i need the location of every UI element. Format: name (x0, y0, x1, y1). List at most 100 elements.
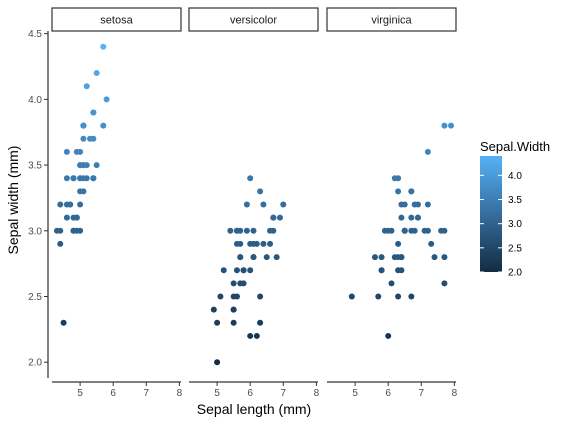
facet-strip (188, 7, 319, 32)
data-point (57, 227, 64, 234)
data-point (257, 319, 264, 326)
data-point (267, 240, 274, 247)
data-point (424, 201, 431, 208)
y-tick-label: 3.0 (28, 226, 42, 237)
data-point (395, 254, 402, 261)
data-point (395, 188, 402, 195)
x-tick-label: 8 (452, 388, 458, 399)
data-point (214, 319, 221, 326)
x-tick-label: 7 (280, 388, 286, 399)
data-point (77, 227, 84, 234)
data-point (230, 280, 237, 287)
data-point (270, 214, 277, 221)
data-point (263, 254, 270, 261)
data-point (375, 293, 382, 300)
data-point (227, 227, 234, 234)
data-point (398, 214, 405, 221)
color-legend: Sepal.Width 2.0 2.5 3.0 3.5 4.0 (480, 139, 550, 279)
data-point (381, 227, 388, 234)
data-point (348, 293, 355, 300)
data-point (378, 267, 385, 274)
data-point (408, 188, 415, 195)
y-tick-label: 2.5 (28, 292, 42, 303)
data-point (378, 254, 385, 261)
data-point (247, 240, 254, 247)
data-point (247, 332, 254, 339)
y-tick-label: 4.5 (28, 29, 42, 40)
x-axis-title: Sepal length (mm) (197, 401, 311, 417)
facet-panels: setosa 5 6 7 8 versicolor 5 6 7 8 virginica 5 6 7 8 (51, 7, 458, 399)
y-axis: 2.0 2.5 3.0 3.5 4.0 4.5 (28, 29, 49, 378)
data-point (257, 293, 264, 300)
data-point (220, 267, 227, 274)
data-point (63, 214, 70, 221)
data-point (431, 254, 438, 261)
data-point (63, 201, 70, 208)
data-point (243, 201, 250, 208)
data-point (424, 227, 431, 234)
legend-colorbar (480, 156, 502, 272)
data-point (87, 135, 94, 142)
data-point (217, 293, 224, 300)
data-point (414, 214, 421, 221)
facet-strip (326, 7, 457, 32)
y-tick-label: 2.0 (28, 358, 42, 369)
x-tick-label: 8 (177, 388, 183, 399)
data-point (391, 175, 398, 182)
data-point (237, 240, 244, 247)
facet-strip-label: setosa (100, 15, 133, 27)
data-point (77, 162, 84, 169)
data-point (240, 280, 247, 287)
data-point (408, 293, 415, 300)
data-point (388, 280, 395, 287)
data-point (230, 306, 237, 313)
data-point (250, 227, 257, 234)
data-point (63, 148, 70, 155)
data-point (253, 332, 260, 339)
data-point (103, 96, 110, 103)
data-point (270, 227, 277, 234)
data-point (210, 306, 217, 313)
data-point (398, 201, 405, 208)
y-tick-label: 4.0 (28, 95, 42, 106)
facet-strip-label: versicolor (230, 15, 277, 27)
data-point (237, 227, 244, 234)
data-point (276, 214, 283, 221)
x-tick-label: 6 (385, 388, 391, 399)
data-point (441, 254, 448, 261)
data-point (77, 188, 84, 195)
data-point (80, 135, 87, 142)
facet-strip-label: virginica (371, 15, 412, 27)
data-point (237, 254, 244, 261)
data-point (395, 293, 402, 300)
x-tick-label: 6 (110, 388, 116, 399)
facet-panel-versicolor: versicolor 5 6 7 8 (188, 7, 320, 399)
data-point (230, 293, 237, 300)
data-point (401, 227, 408, 234)
data-point (57, 240, 64, 247)
data-point (214, 359, 221, 366)
data-point (90, 175, 97, 182)
legend-label: 2.0 (508, 268, 522, 279)
data-point (408, 227, 415, 234)
data-point (83, 83, 90, 90)
legend-label: 2.5 (508, 243, 522, 254)
data-point (448, 122, 455, 129)
data-point (395, 240, 402, 247)
legend-label: 3.0 (508, 219, 522, 230)
y-axis-title: Sepal width (mm) (5, 146, 21, 255)
data-point (243, 227, 250, 234)
data-point (100, 43, 107, 50)
data-point (408, 214, 415, 221)
x-tick-label: 7 (418, 388, 424, 399)
data-point (233, 267, 240, 274)
data-point (250, 254, 257, 261)
data-point (93, 70, 100, 77)
data-point (230, 319, 237, 326)
legend-label: 3.5 (508, 195, 522, 206)
data-point (57, 201, 64, 208)
x-tick-label: 5 (352, 388, 358, 399)
data-point (395, 267, 402, 274)
x-tick-label: 8 (314, 388, 320, 399)
